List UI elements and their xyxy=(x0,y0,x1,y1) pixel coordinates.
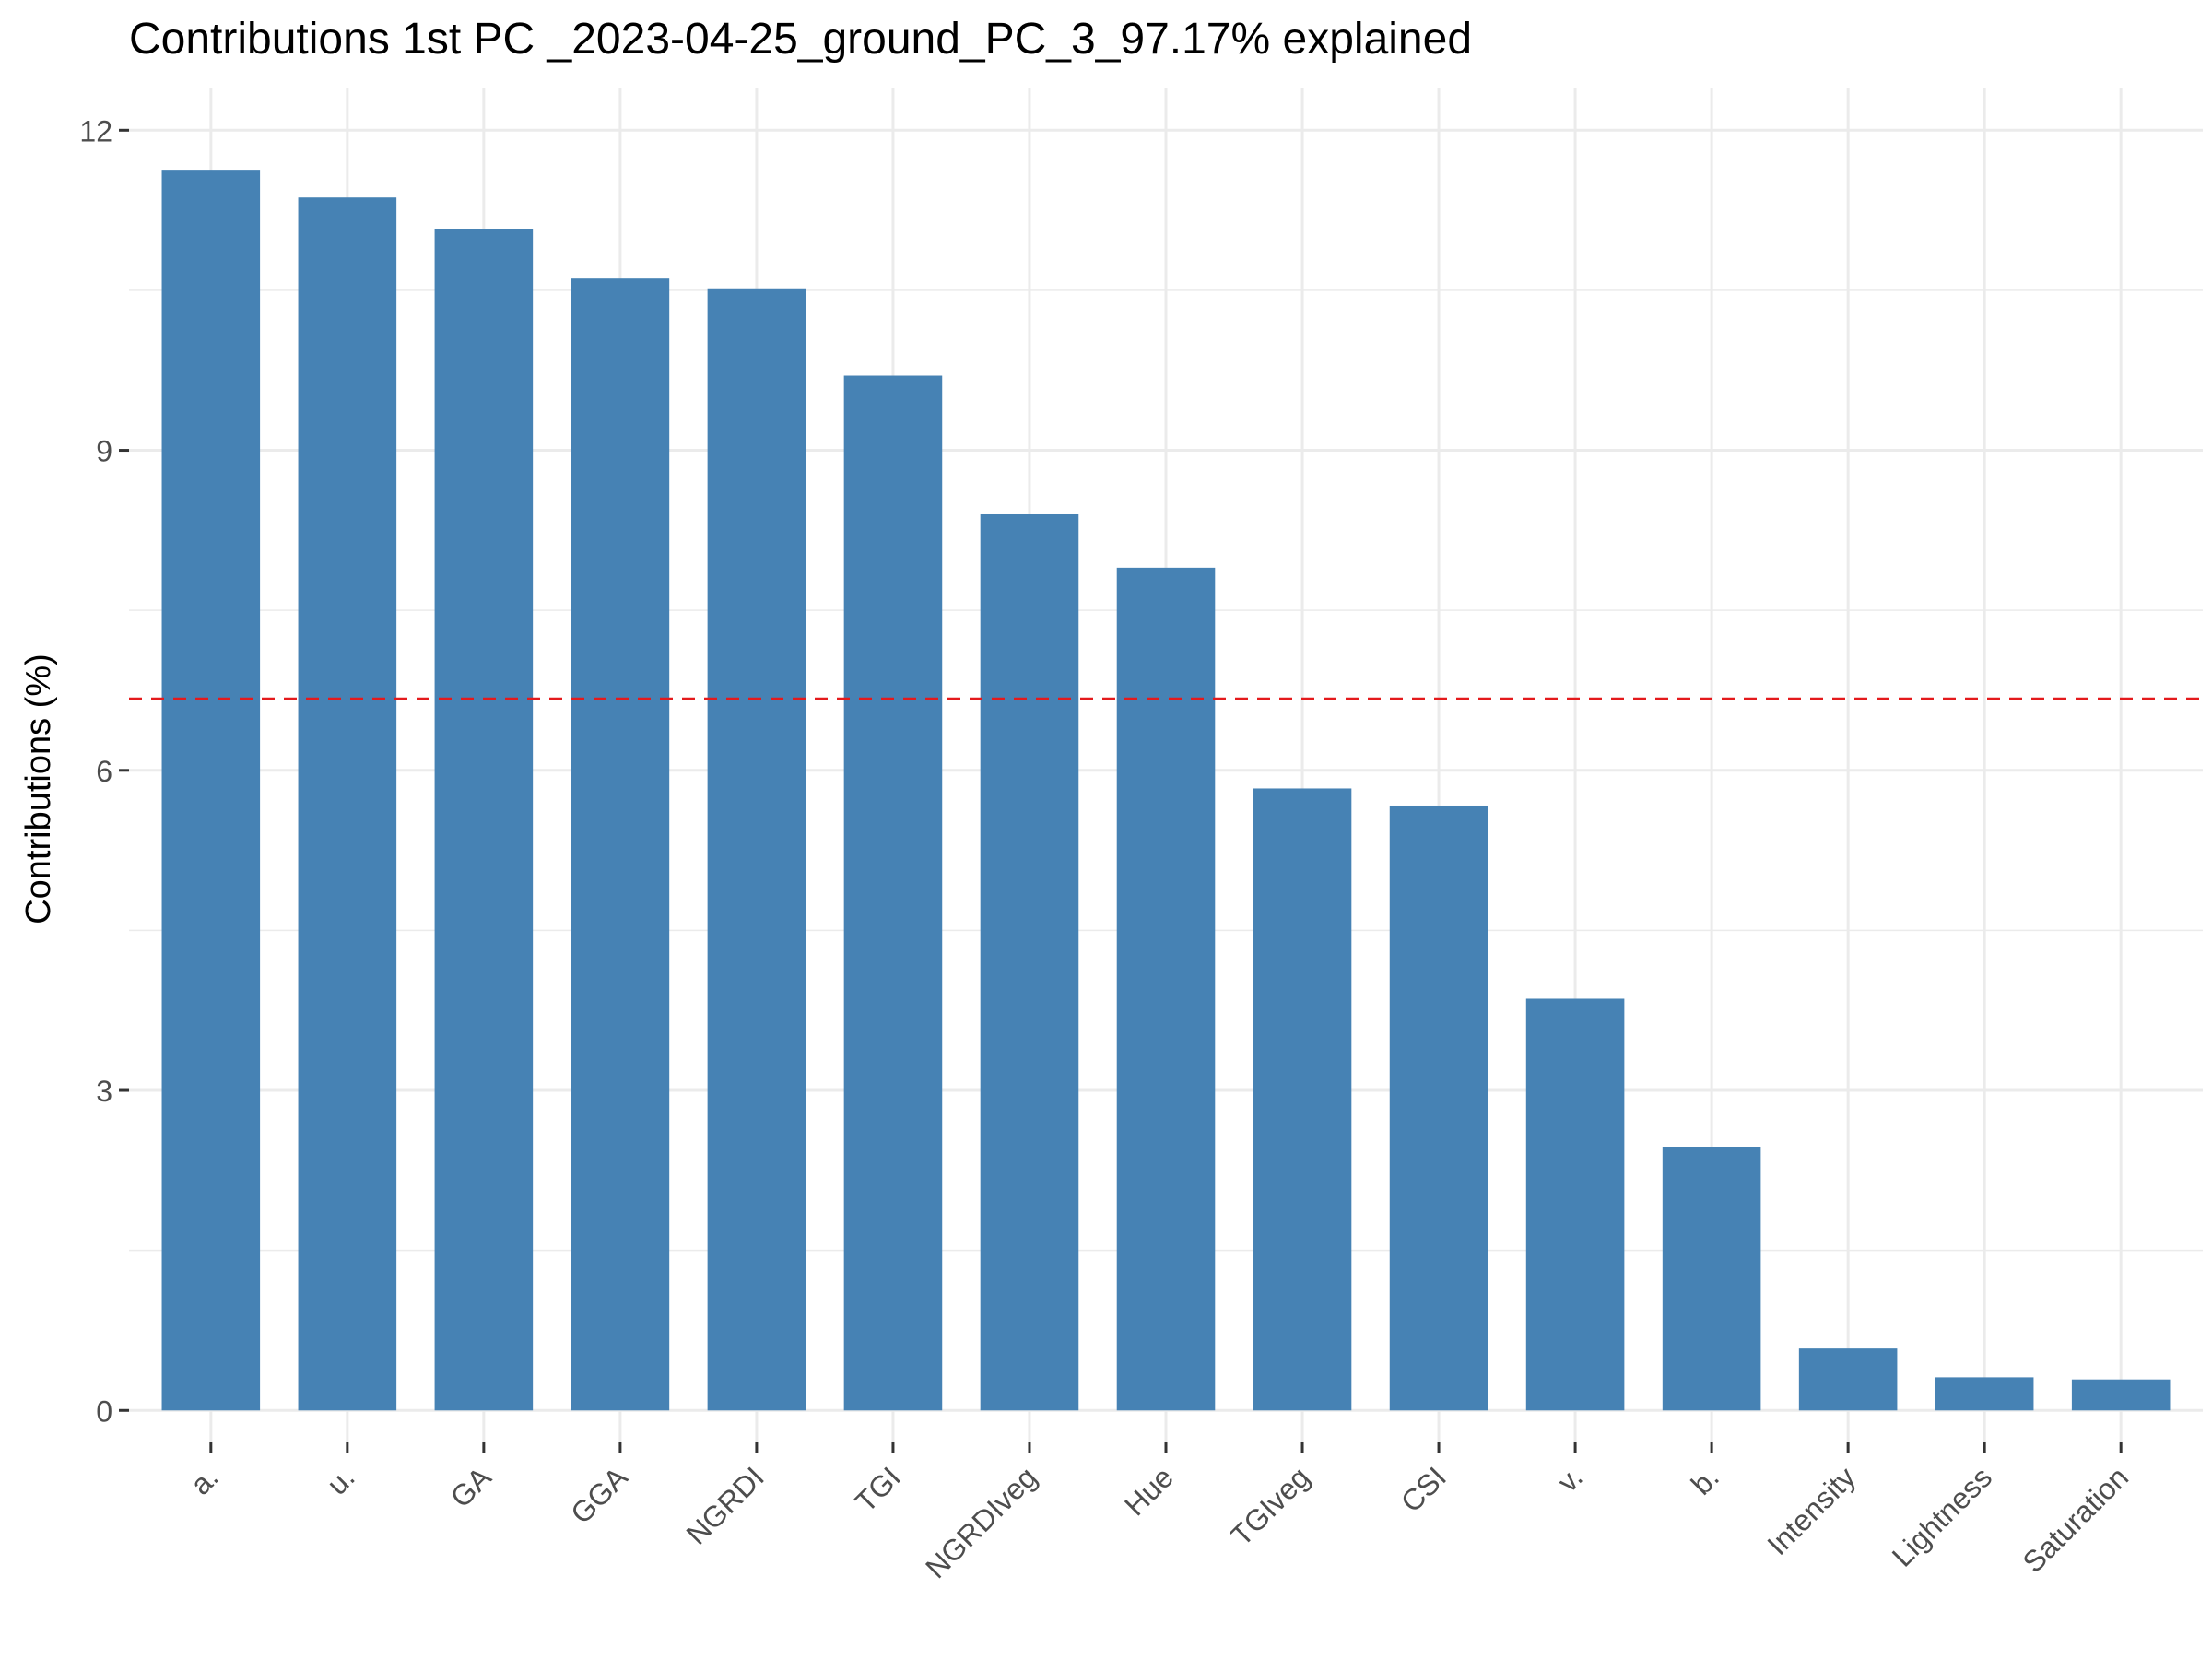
bar xyxy=(843,375,943,1411)
x-tick-label: TGIveg xyxy=(1224,1460,1316,1552)
y-tick-label: 12 xyxy=(79,114,112,147)
bar xyxy=(980,513,1079,1411)
bar xyxy=(298,197,397,1411)
bar xyxy=(2071,1379,2171,1411)
x-tick-label: a. xyxy=(183,1460,224,1500)
x-tick-label: Saturation xyxy=(2017,1460,2136,1579)
y-tick-label: 9 xyxy=(96,435,112,468)
x-tick-label: GA xyxy=(444,1460,499,1514)
x-tick-label: u. xyxy=(320,1460,360,1500)
bar xyxy=(1935,1377,2034,1411)
bar xyxy=(1116,567,1216,1411)
x-tick-label: NGRDI xyxy=(680,1460,771,1550)
bar xyxy=(1798,1348,1898,1411)
x-tick-label: Intensity xyxy=(1760,1460,1862,1561)
x-tick-label: GGA xyxy=(564,1460,634,1530)
bar xyxy=(1389,805,1488,1411)
chart-title: Contributions 1st PC _2023-04-25_ground_… xyxy=(129,15,1472,64)
y-tick-label: 6 xyxy=(96,755,112,788)
bar xyxy=(1662,1147,1761,1411)
y-tick-label: 0 xyxy=(96,1394,112,1428)
x-tick-label: NGRDIveg xyxy=(919,1460,1043,1584)
x-tick-label: v. xyxy=(1551,1460,1589,1498)
y-tick-label: 3 xyxy=(96,1075,112,1108)
x-tick-label: Hue xyxy=(1118,1460,1180,1522)
x-tick-label: CSI xyxy=(1394,1460,1453,1518)
bar xyxy=(161,170,261,1411)
bar xyxy=(434,229,534,1411)
x-tick-label: TGI xyxy=(849,1460,907,1518)
y-axis-title: Contributions (%) xyxy=(19,653,58,924)
x-tick-label: b. xyxy=(1685,1460,1725,1500)
bar xyxy=(707,288,806,1411)
bar xyxy=(571,278,670,1411)
bars-layer xyxy=(161,170,2171,1411)
bar xyxy=(1525,998,1625,1411)
bar xyxy=(1253,788,1352,1411)
x-tick-label: Lightness xyxy=(1886,1460,1998,1572)
